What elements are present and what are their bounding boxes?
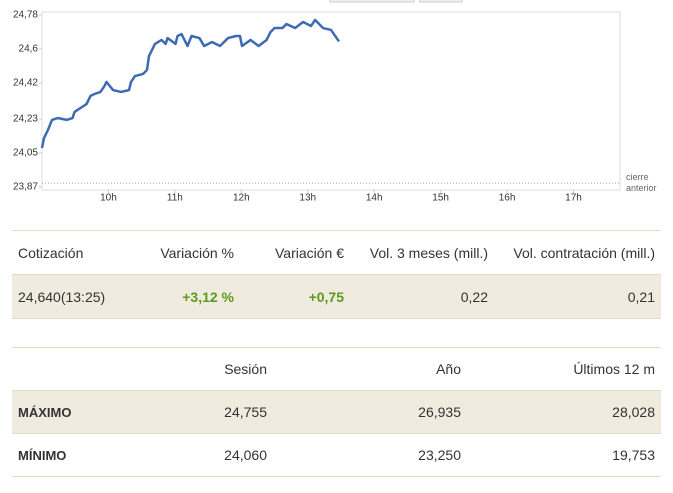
header-row: Sesión Año Últimos 12 m — [12, 347, 661, 391]
range-table: Sesión Año Últimos 12 m MÁXIMO 24,755 26… — [12, 347, 661, 477]
cell: +3,12 % — [140, 274, 240, 319]
y-tick-label: 24,42 — [13, 78, 38, 89]
price-line — [40, 18, 341, 149]
header-cell: Año — [273, 347, 467, 391]
header-cell: Vol. 3 meses (mill.) — [350, 230, 494, 275]
x-tick-label: 16h — [499, 193, 516, 204]
header-cell: Vol. contratación (mill.) — [494, 230, 661, 275]
cell: 23,250 — [273, 433, 467, 477]
header-cell: Variación % — [140, 230, 240, 275]
data-row: MÁXIMO 24,755 26,935 28,028 — [12, 390, 661, 434]
cell: 24,755 — [150, 390, 273, 434]
y-tick-label: 24,05 — [13, 148, 38, 159]
cell: 24,060 — [150, 433, 273, 477]
header-cell — [12, 347, 150, 391]
row-label: MÍNIMO — [12, 433, 150, 477]
tab-button[interactable] — [419, 0, 463, 3]
header-cell: Cotización — [12, 230, 140, 275]
x-tick-label: 10h — [100, 193, 117, 204]
plot-frame — [41, 11, 621, 191]
previous-close-label: cierre anterior — [626, 172, 657, 193]
cell: +0,75 — [240, 274, 350, 319]
x-tick-label: 17h — [565, 193, 582, 204]
header-row: Cotización Variación % Variación € Vol. … — [12, 230, 661, 275]
y-tick-label: 24,6 — [19, 44, 39, 55]
cell: 24,640(13:25) — [12, 274, 140, 319]
x-tick-label: 12h — [233, 193, 250, 204]
header-cell: Sesión — [150, 347, 273, 391]
x-tick-label: 13h — [299, 193, 316, 204]
quote-table: Cotización Variación % Variación € Vol. … — [12, 230, 661, 319]
tab-button[interactable] — [329, 0, 415, 3]
cell: 28,028 — [467, 390, 661, 434]
cell: 26,935 — [273, 390, 467, 434]
cell: 0,22 — [350, 274, 494, 319]
y-tick-label: 24,78 — [13, 10, 38, 21]
header-cell: Últimos 12 m — [467, 347, 661, 391]
data-row: 24,640(13:25) +3,12 % +0,75 0,22 0,21 — [12, 274, 661, 319]
y-tick-label: 24,23 — [13, 114, 38, 125]
header-cell: Variación € — [240, 230, 350, 275]
x-tick-label: 15h — [432, 193, 449, 204]
row-label: MÁXIMO — [12, 390, 150, 434]
x-tick-label: 11h — [167, 193, 183, 204]
data-row: MÍNIMO 24,060 23,250 19,753 — [12, 433, 661, 477]
cell: 0,21 — [494, 274, 661, 319]
x-tick-label: 14h — [366, 193, 383, 204]
y-tick-label: 23,87 — [13, 182, 38, 193]
chart: 23,87 24,05 24,23 24,42 24,6 24,78 10h 11h 12h 13… — [13, 0, 621, 204]
cell: 19,753 — [467, 433, 661, 477]
